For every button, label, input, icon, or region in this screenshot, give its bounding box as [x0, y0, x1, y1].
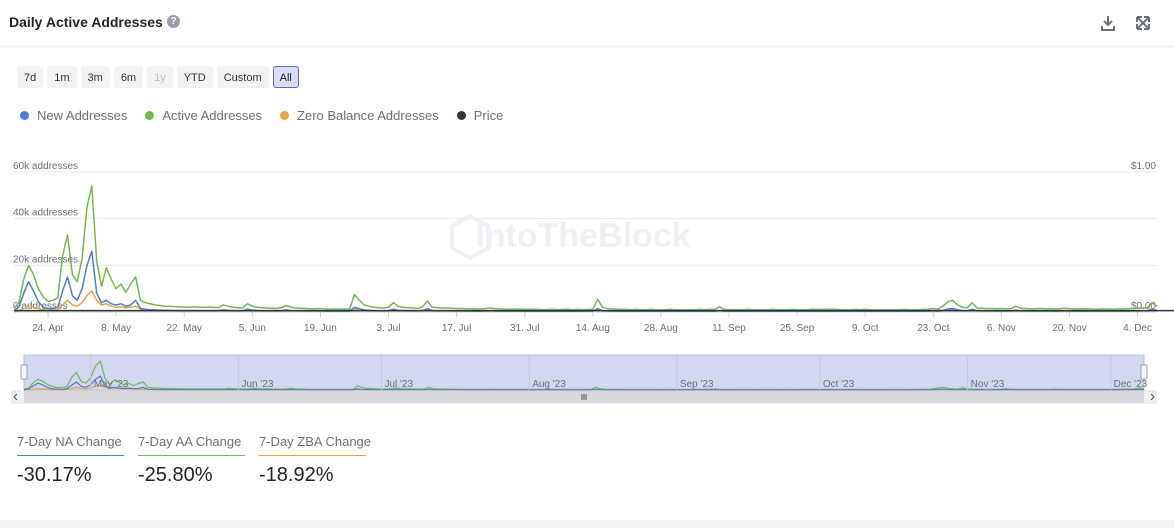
legend-label: New Addresses	[37, 108, 128, 123]
x-tick-label: 28. Aug	[644, 323, 678, 334]
legend-dot-icon	[456, 111, 466, 120]
download-icon[interactable]	[1099, 14, 1117, 32]
legend-item[interactable]: Zero Balance Addresses	[280, 108, 439, 123]
scrollbar-grip-icon	[581, 394, 587, 400]
stat-card: 7-Day ZBA Change -18.92%	[259, 434, 371, 487]
x-tick-label: 5. Jun	[239, 323, 266, 334]
series-line-active-addresses	[13, 185, 1158, 311]
x-tick-label: 3. Jul	[377, 323, 401, 334]
range-button-7d[interactable]: 7d	[17, 66, 44, 88]
x-tick-label: 25. Sep	[780, 323, 815, 334]
x-tick-label: 17. Jul	[442, 323, 471, 334]
daily-active-addresses-chart[interactable]: 0 addresses 20k addresses 40k addresses 60k…	[0, 150, 1174, 410]
y-tick-label: 40k addresses	[13, 208, 78, 219]
y2-tick-label: $0.00	[1131, 301, 1156, 312]
x-tick-label: 4. Dec	[1123, 323, 1152, 334]
range-button-3m[interactable]: 3m	[80, 66, 110, 88]
x-tick-label: 23. Oct	[917, 323, 949, 334]
stat-label: 7-Day ZBA Change	[259, 434, 371, 456]
navigator-handle[interactable]	[20, 364, 28, 380]
expand-icon[interactable]	[1134, 14, 1152, 32]
navigator-series-line	[23, 375, 1145, 391]
scroll-left-arrow-icon[interactable]	[13, 393, 18, 401]
x-tick-label: 31. Jul	[510, 323, 539, 334]
stat-label: 7-Day AA Change	[138, 434, 245, 456]
range-button-custom[interactable]: Custom	[216, 66, 269, 88]
range-button-1y: 1y	[147, 66, 173, 88]
navigator-label: Jul '23	[384, 379, 413, 390]
navigator-handle[interactable]	[1140, 364, 1148, 380]
navigator-label: Jun '23	[241, 379, 273, 390]
legend-label: Zero Balance Addresses	[297, 108, 439, 123]
legend-item[interactable]: Active Addresses	[145, 108, 262, 123]
navigator-label: Nov '23	[971, 379, 1005, 390]
y-tick-label: 0 addresses	[13, 301, 67, 312]
watermark-logo-icon	[450, 213, 490, 261]
stat-card: 7-Day NA Change -30.17%	[17, 434, 124, 487]
legend-item[interactable]: Price	[456, 108, 504, 123]
series-line-new-addresses	[13, 250, 1158, 313]
page-title: Daily Active Addresses	[9, 14, 163, 30]
x-tick-label: 22. May	[166, 323, 202, 334]
x-tick-label: 8. May	[101, 323, 131, 334]
watermark: IntoTheBlock	[475, 217, 690, 255]
x-tick-label: 14. Aug	[576, 323, 610, 334]
chart-legend: New Addresses Active Addresses Zero Balanc…	[20, 108, 503, 123]
legend-dot-icon	[145, 111, 155, 120]
legend-dot-icon	[280, 111, 290, 120]
navigator-label: Sep '23	[680, 379, 714, 390]
stat-value: -18.92%	[259, 464, 334, 486]
navigator-label: Dec '23	[1114, 379, 1148, 390]
range-button-ytd[interactable]: YTD	[176, 66, 213, 88]
x-tick-label: 11. Sep	[712, 323, 746, 334]
legend-label: Price	[473, 108, 504, 123]
navigator-selection[interactable]	[23, 354, 1145, 391]
legend-dot-icon	[20, 111, 29, 120]
chart-area: 0 addresses 20k addresses 40k addresses 60k…	[0, 150, 1174, 410]
stat-value: -30.17%	[17, 464, 92, 486]
navigator-label: Oct '23	[823, 379, 855, 390]
y-tick-label: 60k addresses	[13, 161, 78, 172]
stats-row: 7-Day NA Change -30.17% 7-Day AA Change -25…	[17, 434, 371, 487]
footer-divider	[0, 520, 1174, 528]
y2-tick-label: $1.00	[1131, 161, 1156, 172]
x-tick-label: 20. Nov	[1052, 323, 1086, 334]
question-circle-icon[interactable]: ?	[167, 15, 180, 28]
legend-label: Active Addresses	[162, 108, 263, 123]
navigator-label: Aug '23	[532, 379, 566, 390]
chart-header: Daily Active Addresses ?	[0, 0, 1174, 47]
y-tick-label: 20k addresses	[13, 254, 78, 265]
time-range-selector: 7d 1m 3m 6m 1y YTD Custom All	[17, 66, 299, 88]
x-tick-label: 9. Oct	[852, 323, 879, 334]
legend-item[interactable]: New Addresses	[20, 108, 127, 123]
x-tick-label: 19. Jun	[304, 323, 337, 334]
scroll-right-arrow-icon[interactable]	[1150, 393, 1155, 401]
x-tick-label: 24. Apr	[32, 323, 64, 334]
navigator-label: May '23	[94, 379, 129, 390]
range-button-1m[interactable]: 1m	[47, 66, 77, 88]
stat-card: 7-Day AA Change -25.80%	[138, 434, 245, 487]
stat-value: -25.80%	[138, 464, 213, 486]
x-tick-label: 6. Nov	[987, 323, 1016, 334]
range-button-all[interactable]: All	[272, 66, 299, 88]
stat-label: 7-Day NA Change	[17, 434, 124, 456]
range-button-6m[interactable]: 6m	[113, 66, 144, 88]
